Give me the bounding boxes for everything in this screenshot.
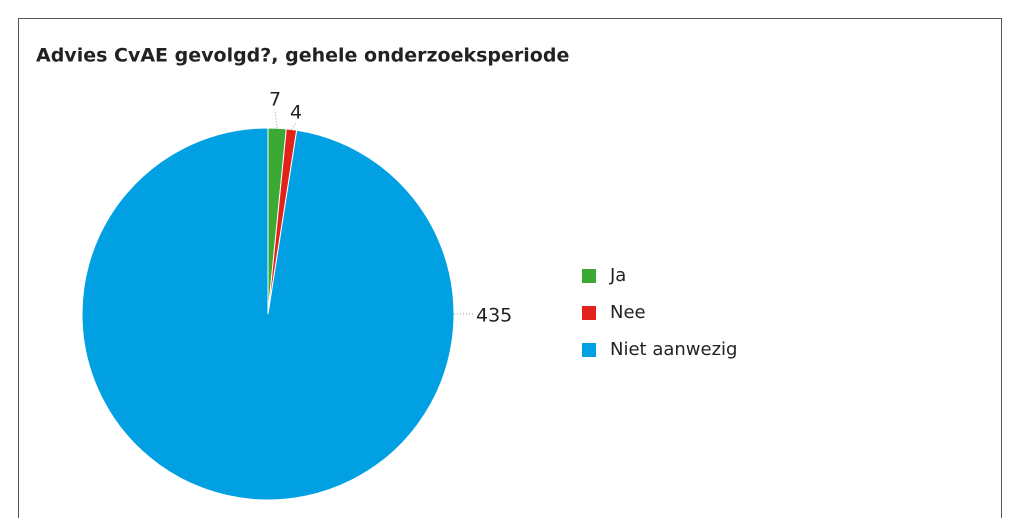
pie-slice — [81, 127, 455, 501]
legend-swatch — [582, 306, 596, 320]
data-label: 7 — [269, 89, 281, 111]
legend-swatch — [582, 269, 596, 283]
legend-swatch — [582, 343, 596, 357]
legend-label: Niet aanwezig — [610, 339, 737, 360]
data-label: 4 — [290, 102, 302, 124]
data-label: 435 — [476, 305, 512, 327]
legend-label: Ja — [609, 265, 626, 286]
legend-label: Nee — [610, 302, 646, 323]
leader-line — [291, 122, 297, 130]
leader-line — [274, 109, 278, 129]
chart-title: Advies CvAE gevolgd?, gehele onderzoeksp… — [36, 45, 569, 67]
